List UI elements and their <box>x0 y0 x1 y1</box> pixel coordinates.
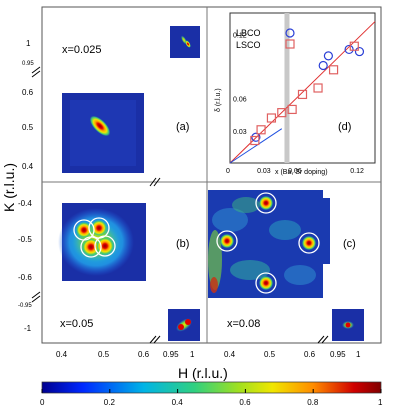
tick-label: -0.6 <box>18 273 32 282</box>
panel-a: x=0.025 (a) <box>62 26 200 173</box>
tick-label: 0.4 <box>56 350 68 359</box>
panel-c-peak <box>220 234 234 248</box>
bottom-axis: 0.4 0.5 0.6 0.95 1 0.4 0.5 0.6 0.95 1 <box>56 350 361 359</box>
tick-label: -1 <box>24 324 32 333</box>
tick-label: 1 <box>356 350 361 359</box>
legend-lsco: LSCO <box>236 40 261 50</box>
y-tick-label: 0.03 <box>233 129 247 136</box>
panel-d: 0 0.03 0.06 0.12 0.03 0.06 0.12 (d) x (Ba, Sr … <box>215 12 376 176</box>
point-lbco <box>251 132 261 142</box>
colorbar-gradient <box>41 381 382 394</box>
colorbar-tick-label: 0.4 <box>172 398 184 407</box>
colorbar-tick-label: 0 <box>40 398 45 407</box>
fit-line-blue <box>229 128 283 164</box>
xlabel: H (r.l.u.) <box>178 365 228 381</box>
plot-area: 0 0.03 0.06 0.12 0.03 0.06 0.12 <box>226 13 376 175</box>
point-lbco <box>318 60 328 71</box>
tick-label: 0.95 <box>163 350 179 359</box>
tick-label: -0.4 <box>18 199 32 208</box>
panel-a-doping: x=0.025 <box>62 44 101 56</box>
tick-label: -0.95 <box>18 303 32 309</box>
left-axis-bottom: -0.4 -0.5 -0.6 -0.95 -1 <box>18 199 32 333</box>
panel-d-ylabel: δ (r.l.u.) <box>215 88 222 112</box>
panel-a-peak <box>89 115 111 137</box>
ylabel: K (r.l.u.) <box>1 163 17 212</box>
colorbar: 0 0.2 0.4 0.6 0.8 1 <box>40 381 383 407</box>
tick-label: 1 <box>190 350 195 359</box>
point-lsco <box>313 83 323 93</box>
panel-c-peak <box>259 276 273 290</box>
point-lsco <box>349 41 359 51</box>
point-lsco <box>328 65 339 75</box>
point-lbco <box>323 51 333 61</box>
panel-b: x=0.05 (b) <box>58 203 200 341</box>
colorbar-tick-label: 0.2 <box>104 398 116 407</box>
panel-c-label: (c) <box>343 238 356 250</box>
y-tick-label: 0.06 <box>233 97 247 104</box>
x-tick-label: 0.06 <box>288 168 302 175</box>
colorbar-tick-label: 1 <box>378 398 383 407</box>
panel-a-label: (a) <box>176 121 189 133</box>
point-lbco <box>344 44 354 55</box>
legend-lbco-marker <box>285 28 295 38</box>
panel-c-doping: x=0.08 <box>227 318 260 330</box>
point-lsco <box>256 125 266 135</box>
x-tick-label: 0.12 <box>350 168 364 175</box>
legend: LBCO LSCO <box>236 28 295 50</box>
panel-b-peak <box>91 220 107 236</box>
x-tick-label: 0 <box>226 168 230 175</box>
point-lsco <box>266 113 277 123</box>
colorbar-ticks: 0 0.2 0.4 0.6 0.8 1 <box>40 389 383 407</box>
y-tick-label: 0.12 <box>233 32 247 39</box>
axis-break <box>31 66 329 344</box>
legend-lbco: LBCO <box>236 28 261 38</box>
point-lbco <box>354 46 365 57</box>
tick-label: 0.5 <box>22 123 34 132</box>
panel-c-peak <box>302 236 316 250</box>
shaded-band <box>284 13 290 163</box>
tick-label: -0.5 <box>18 235 32 244</box>
point-lsco <box>287 104 297 115</box>
tick-label: 0.6 <box>22 88 34 97</box>
point-lsco <box>250 135 260 146</box>
legend-lsco-marker <box>285 39 295 49</box>
panel-b-peak <box>76 222 92 238</box>
left-axis-top: 1 0.95 0.6 0.5 0.4 <box>22 39 34 171</box>
tick-label: 0.5 <box>98 350 110 359</box>
panel-d-label: (d) <box>338 121 351 133</box>
tick-label: 0.4 <box>224 350 236 359</box>
point-lsco <box>297 89 308 100</box>
colorbar-tick-label: 0.6 <box>239 398 251 407</box>
panel-b-doping: x=0.05 <box>60 318 93 330</box>
panel-d-frame <box>229 12 376 164</box>
x-tick-label: 0.03 <box>257 168 271 175</box>
colorbar-tick-label: 0.8 <box>307 398 319 407</box>
panel-d-xlabel: x (Ba, Sr doping) <box>275 169 328 176</box>
tick-label: 0.5 <box>264 350 276 359</box>
tick-label: 0.6 <box>304 350 316 359</box>
tick-label: 0.95 <box>22 61 34 67</box>
panel-c: x=0.08 (c) <box>208 190 364 341</box>
panel-b-label: (b) <box>176 238 189 250</box>
panel-c-peak <box>259 196 273 210</box>
tick-label: 0.6 <box>138 350 150 359</box>
tick-label: 0.95 <box>330 350 346 359</box>
main-frame <box>41 6 382 344</box>
tick-label: 0.4 <box>22 162 34 171</box>
point-lsco <box>277 108 287 118</box>
tick-label: 1 <box>26 39 31 48</box>
